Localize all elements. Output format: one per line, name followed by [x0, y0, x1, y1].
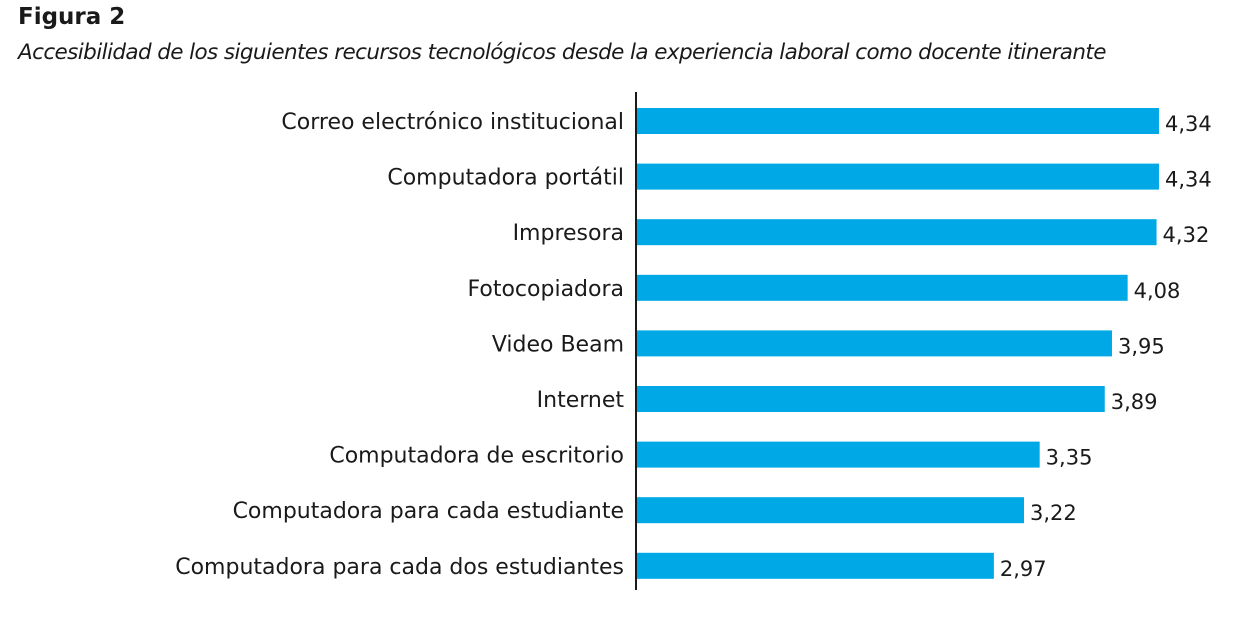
figure-label: Figura 2: [18, 4, 126, 30]
category-label: Video Beam: [492, 332, 624, 357]
bar: [636, 386, 1105, 412]
category-labels-layer: Correo electrónico institucional Computad…: [175, 110, 624, 580]
value-label: 3,22: [1030, 501, 1077, 525]
value-label: 3,95: [1118, 334, 1165, 358]
bar: [636, 219, 1157, 246]
value-label: 4,08: [1134, 279, 1181, 303]
category-label: Computadora para cada dos estudiantes: [175, 555, 624, 580]
bar: [636, 330, 1112, 357]
bar: [636, 441, 1040, 468]
category-label: Internet: [537, 388, 625, 413]
value-label: 3,35: [1046, 446, 1093, 470]
value-label: 3,89: [1111, 390, 1158, 414]
bar: [636, 497, 1025, 524]
bar: [636, 274, 1128, 301]
category-label: Computadora para cada estudiante: [233, 499, 624, 524]
category-label: Computadora portátil: [387, 166, 624, 191]
value-labels-layer: 4,34 4,34 4,32 4,08 3,95 3,89 3,35 3,22 2,97: [1000, 112, 1212, 581]
category-label: Correo electrónico institucional: [281, 110, 624, 135]
bar: [636, 163, 1159, 190]
bar: [636, 552, 994, 579]
figure-title: Accesibilidad de los siguientes recursos…: [18, 40, 1106, 65]
value-label: 4,34: [1165, 112, 1212, 136]
value-label: 4,32: [1163, 223, 1210, 247]
bar: [636, 108, 1159, 134]
category-label: Computadora de escritorio: [329, 444, 624, 469]
category-label: Impresora: [513, 221, 624, 246]
category-label: Fotocopiadora: [468, 277, 624, 302]
value-label: 4,34: [1165, 168, 1212, 192]
value-label: 2,97: [1000, 557, 1047, 581]
bars-layer: [636, 108, 1159, 579]
